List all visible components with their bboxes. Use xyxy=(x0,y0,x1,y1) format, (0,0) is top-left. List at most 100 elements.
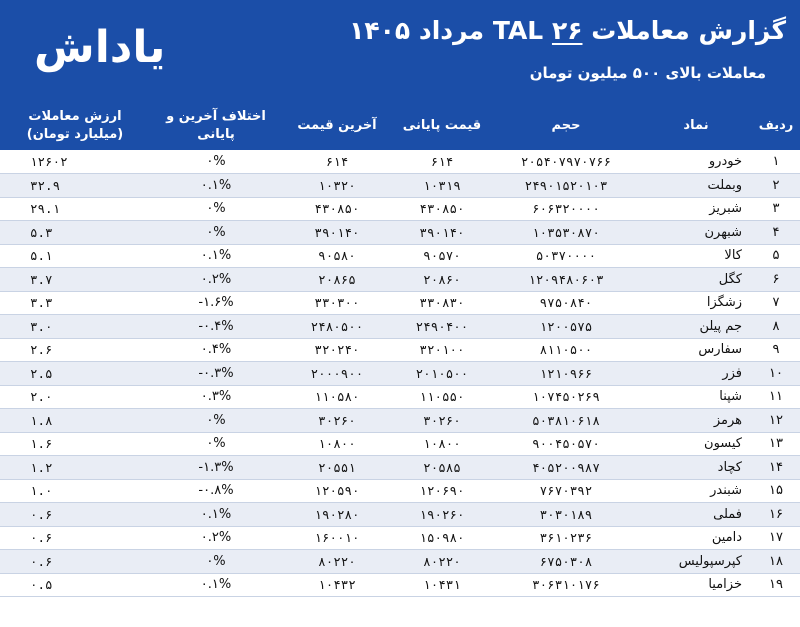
col-symbol: نماد xyxy=(683,118,709,133)
table-row: ۵ کالا ۵۰۳۷۰۰۰۰ ۹۰۵۷۰ ۹۰۵۸۰ ۰.۱% ۵.۱ xyxy=(0,244,800,268)
cell-close-price: ۳۹۰۱۴۰ xyxy=(392,220,492,245)
col-close-price: قیمت پایانی xyxy=(402,118,482,133)
table-row: ۸ جم پیلن ۱۲۰۰۵۷۵ ۲۴۹۰۴۰۰ ۲۴۸۰۵۰۰ -۰.۴% ۳.۰ xyxy=(0,314,800,339)
cell-value: ۰.۶ xyxy=(0,526,150,550)
cell-volume: ۶۰۶۳۲۰۰۰۰ xyxy=(492,197,640,221)
cell-volume: ۹۰۰۴۵۰۵۷۰ xyxy=(492,432,640,456)
cell-value: ۲.۵ xyxy=(0,361,150,386)
cell-volume: ۶۷۵۰۳۰۸ xyxy=(492,549,640,574)
cell-close-price: ۲۰۵۸۵ xyxy=(392,455,492,480)
table-row: ۱۲ هرمز ۵۰۳۸۱۰۶۱۸ ۳۰۲۶۰ ۳۰۲۶۰ ۰% ۱.۸ xyxy=(0,408,800,433)
cell-row: ۴ xyxy=(752,220,800,245)
cell-close-price: ۱۱۰۵۵۰ xyxy=(392,385,492,409)
cell-diff: ۰.۱% xyxy=(150,244,282,268)
cell-symbol: هرمز xyxy=(640,408,752,433)
cell-value: ۵.۱ xyxy=(0,244,150,268)
cell-volume: ۱۰۷۴۵۰۲۶۹ xyxy=(492,385,640,409)
cell-diff: ۰.۱% xyxy=(150,502,282,527)
cell-row: ۶ xyxy=(752,267,800,292)
cell-row: ۱۱ xyxy=(752,385,800,409)
cell-row: ۱ xyxy=(752,150,800,174)
cell-volume: ۱۰۳۵۳۰۸۷۰ xyxy=(492,220,640,245)
cell-value: ۲.۰ xyxy=(0,385,150,409)
report-header: یاداش گزارش معاملات TAL ۲۶ مرداد ۱۴۰۵ مع… xyxy=(0,0,800,102)
cell-symbol: شبندر xyxy=(640,479,752,503)
cell-last-price: ۲۰۸۶۵ xyxy=(282,267,392,292)
col-row: ردیف xyxy=(758,118,794,133)
cell-diff: ۰% xyxy=(150,549,282,574)
cell-last-price: ۸۰۲۲۰ xyxy=(282,549,392,574)
cell-value: ۵.۳ xyxy=(0,220,150,245)
cell-symbol: شبریز xyxy=(640,197,752,221)
cell-symbol: خودرو xyxy=(640,150,752,174)
cell-close-price: ۱۰۳۱۹ xyxy=(392,173,492,198)
cell-close-price: ۶۱۴ xyxy=(392,150,492,174)
cell-diff: -۰.۴% xyxy=(150,314,282,339)
cell-symbol: وبملت xyxy=(640,173,752,198)
cell-value: ۱.۰ xyxy=(0,479,150,503)
cell-value: ۲۹.۱ xyxy=(0,197,150,221)
cell-volume: ۸۱۱۰۵۰۰ xyxy=(492,338,640,362)
cell-close-price: ۳۲۰۱۰۰ xyxy=(392,338,492,362)
cell-symbol: جم پیلن xyxy=(640,314,752,339)
cell-volume: ۵۰۳۸۱۰۶۱۸ xyxy=(492,408,640,433)
table-row: ۶ کگل ۱۲۰۹۴۸۰۶۰۳ ۲۰۸۶۰ ۲۰۸۶۵ ۰.۲% ۳.۷ xyxy=(0,267,800,292)
cell-volume: ۳۰۶۳۱۰۱۷۶ xyxy=(492,573,640,597)
cell-symbol: دامین xyxy=(640,526,752,550)
cell-diff: ۰% xyxy=(150,408,282,433)
cell-value: ۳.۳ xyxy=(0,291,150,315)
cell-last-price: ۱۲۰۵۹۰ xyxy=(282,479,392,503)
cell-diff: ۰% xyxy=(150,197,282,221)
cell-diff: ۰.۳% xyxy=(150,385,282,409)
cell-volume: ۲۴۹۰۱۵۲۰۱۰۳ xyxy=(492,173,640,198)
cell-last-price: ۳۳۰۳۰۰ xyxy=(282,291,392,315)
table-row: ۴ شبهرن ۱۰۳۵۳۰۸۷۰ ۳۹۰۱۴۰ ۳۹۰۱۴۰ ۰% ۵.۳ xyxy=(0,220,800,245)
cell-last-price: ۲۰۰۰۹۰۰ xyxy=(282,361,392,386)
cell-value: ۰.۶ xyxy=(0,549,150,574)
title-main: گزارش معاملات TAL xyxy=(492,16,786,45)
table-header-row: ردیف نماد حجم قیمت پایانی آخرین قیمت اخت… xyxy=(0,102,800,150)
cell-last-price: ۱۰۴۳۲ xyxy=(282,573,392,597)
cell-last-price: ۹۰۵۸۰ xyxy=(282,244,392,268)
table-row: ۱۱ شپنا ۱۰۷۴۵۰۲۶۹ ۱۱۰۵۵۰ ۱۱۰۵۸۰ ۰.۳% ۲.۰ xyxy=(0,385,800,409)
col-value: ارزش معاملات (میلیارد تومان) xyxy=(26,109,124,142)
cell-row: ۱۸ xyxy=(752,549,800,574)
cell-symbol: کالا xyxy=(640,244,752,268)
table-row: ۱۰ فزر ۱۲۱۰۹۶۶ ۲۰۱۰۵۰۰ ۲۰۰۰۹۰۰ -۰.۳% ۲.۵ xyxy=(0,361,800,386)
cell-row: ۱۳ xyxy=(752,432,800,456)
title-date: مرداد ۱۴۰۵ xyxy=(349,16,485,45)
table-row: ۲ وبملت ۲۴۹۰۱۵۲۰۱۰۳ ۱۰۳۱۹ ۱۰۳۲۰ ۰.۱% ۳۲.۹ xyxy=(0,173,800,198)
cell-volume: ۱۲۰۰۵۷۵ xyxy=(492,314,640,339)
cell-last-price: ۱۹۰۲۸۰ xyxy=(282,502,392,527)
cell-close-price: ۸۰۲۲۰ xyxy=(392,549,492,574)
cell-close-price: ۳۳۰۸۳۰ xyxy=(392,291,492,315)
cell-diff: ۰% xyxy=(150,150,282,174)
cell-close-price: ۱۲۰۶۹۰ xyxy=(392,479,492,503)
cell-volume: ۹۷۵۰۸۴۰ xyxy=(492,291,640,315)
cell-last-price: ۱۶۰۰۱۰ xyxy=(282,526,392,550)
cell-diff: ۰.۴% xyxy=(150,338,282,362)
cell-last-price: ۱۱۰۵۸۰ xyxy=(282,385,392,409)
cell-last-price: ۲۴۸۰۵۰۰ xyxy=(282,314,392,339)
cell-diff: -۱.۶% xyxy=(150,291,282,315)
cell-row: ۷ xyxy=(752,291,800,315)
table-row: ۱۸ کپرسپولیس ۶۷۵۰۳۰۸ ۸۰۲۲۰ ۸۰۲۲۰ ۰% ۰.۶ xyxy=(0,549,800,574)
title-day: ۲۶ xyxy=(551,16,583,45)
cell-diff: ۰.۲% xyxy=(150,526,282,550)
cell-symbol: خزامیا xyxy=(640,573,752,597)
table-row: ۱۹ خزامیا ۳۰۶۳۱۰۱۷۶ ۱۰۴۳۱ ۱۰۴۳۲ ۰.۱% ۰.۵ xyxy=(0,573,800,597)
cell-row: ۱۴ xyxy=(752,455,800,480)
cell-last-price: ۶۱۴ xyxy=(282,150,392,174)
cell-symbol: کچاد xyxy=(640,455,752,480)
cell-last-price: ۳۹۰۱۴۰ xyxy=(282,220,392,245)
table-row: ۱۴ کچاد ۴۰۵۲۰۰۹۸۷ ۲۰۵۸۵ ۲۰۵۵۱ -۱.۳% ۱.۲ xyxy=(0,455,800,480)
cell-last-price: ۱۰۸۰۰ xyxy=(282,432,392,456)
cell-diff: ۰% xyxy=(150,432,282,456)
logo-text: یاداش xyxy=(34,22,166,73)
cell-row: ۵ xyxy=(752,244,800,268)
cell-last-price: ۲۰۵۵۱ xyxy=(282,455,392,480)
cell-symbol: زشگزا xyxy=(640,291,752,315)
cell-row: ۱۲ xyxy=(752,408,800,433)
cell-last-price: ۱۰۳۲۰ xyxy=(282,173,392,198)
table-row: ۳ شبریز ۶۰۶۳۲۰۰۰۰ ۴۳۰۸۵۰ ۴۳۰۸۵۰ ۰% ۲۹.۱ xyxy=(0,197,800,221)
